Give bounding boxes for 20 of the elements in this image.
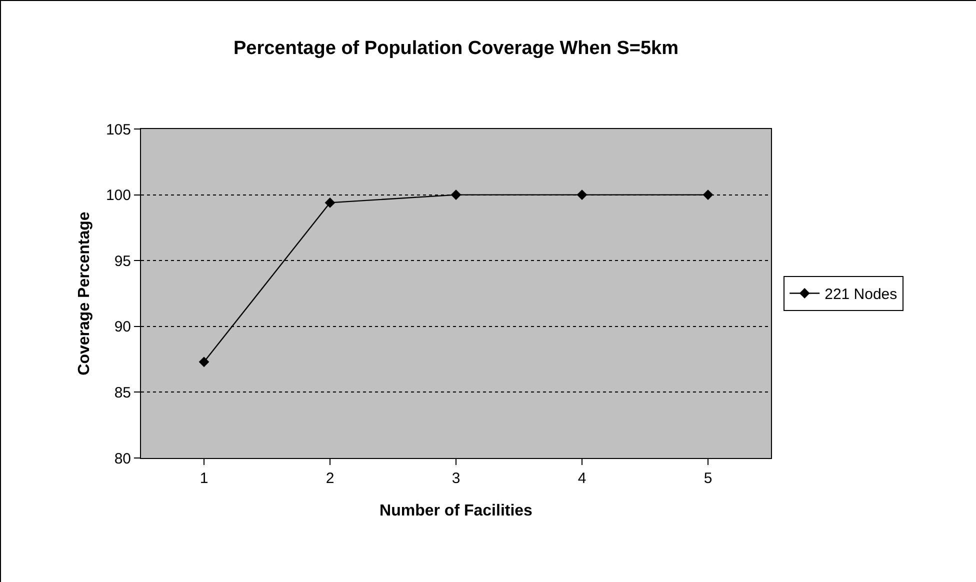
y-tick-label: 80 bbox=[114, 450, 131, 468]
legend-label: 221 Nodes bbox=[824, 286, 898, 304]
y-axis-title: Coverage Percentage bbox=[76, 212, 93, 376]
point bbox=[198, 356, 210, 368]
point bbox=[324, 198, 336, 208]
y-tick-label: 85 bbox=[114, 384, 131, 402]
x-axis-title: Number of Facilities bbox=[380, 502, 533, 520]
point bbox=[450, 190, 462, 200]
x-tick-label: 4 bbox=[578, 470, 586, 487]
y-tick-label: 95 bbox=[114, 252, 131, 270]
y-tick-label: 100 bbox=[106, 187, 131, 204]
point bbox=[702, 190, 714, 200]
chart-title: Percentage of Population Coverage When S=5km bbox=[233, 38, 679, 60]
y-tick-label: 90 bbox=[114, 318, 131, 336]
x-tick-label: 3 bbox=[452, 470, 460, 487]
y-tick-label: 105 bbox=[106, 121, 131, 138]
x-tick-label: 5 bbox=[704, 470, 712, 487]
x-tick-label: 1 bbox=[200, 470, 208, 487]
point bbox=[576, 190, 588, 200]
x-tick-label: 2 bbox=[326, 470, 334, 487]
